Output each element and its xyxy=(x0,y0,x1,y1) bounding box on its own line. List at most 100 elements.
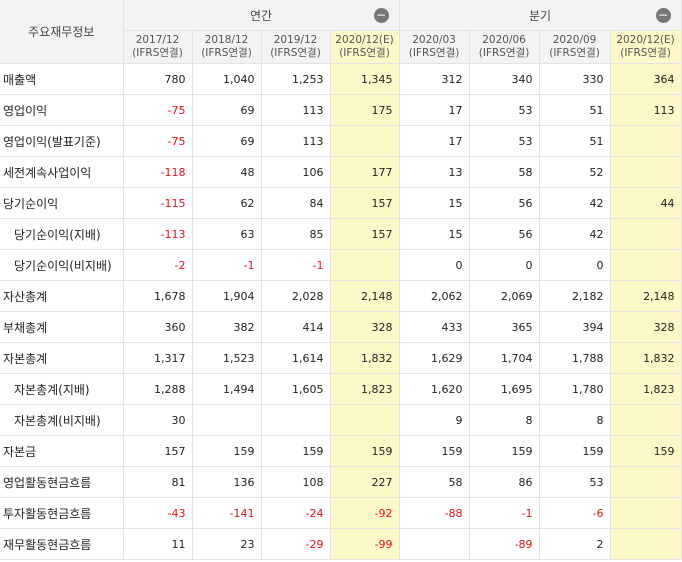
row-label: 세전계속사업이익 xyxy=(0,156,124,188)
table-cell xyxy=(610,218,682,250)
table-cell xyxy=(610,404,682,436)
column-period: 2018/12 xyxy=(204,34,249,46)
table-cell: 62 xyxy=(192,187,262,219)
row-label: 영업이익 xyxy=(0,94,124,126)
column-header: 2020/06 (IFRS연결) xyxy=(469,30,540,64)
table-cell: 340 xyxy=(469,63,540,95)
table-cell: 113 xyxy=(610,94,682,126)
table-row: 재무활동현금흐름 11 23 -29 -99 -89 2 xyxy=(0,528,682,560)
column-period: 2020/06 xyxy=(482,34,526,46)
column-header: 2020/03 (IFRS연결) xyxy=(399,30,470,64)
table-cell: 8 xyxy=(469,404,540,436)
table-cell: -118 xyxy=(123,156,193,188)
annual-label: 연간 xyxy=(249,8,273,23)
table-cell: 1,614 xyxy=(261,342,331,374)
table-cell: 1,523 xyxy=(192,342,262,374)
table-cell: 15 xyxy=(399,218,470,250)
table-cell xyxy=(610,497,682,529)
table-cell: 84 xyxy=(261,187,331,219)
table-cell: 44 xyxy=(610,187,682,219)
table-cell: -141 xyxy=(192,497,262,529)
table-cell: 51 xyxy=(539,125,611,157)
column-header: 2019/12 (IFRS연결) xyxy=(261,30,331,64)
row-label: 당기순이익(지배) xyxy=(0,218,124,250)
column-period: 2020/09 xyxy=(552,34,597,46)
table-cell xyxy=(610,249,682,281)
column-basis: (IFRS연결) xyxy=(339,47,390,59)
column-period: 2020/12(E) xyxy=(335,34,394,46)
column-period: 2020/12(E) xyxy=(616,34,675,46)
table-row: 자본총계 1,317 1,523 1,614 1,832 1,629 1,704 1,788 1… xyxy=(0,342,682,374)
table-cell: 52 xyxy=(539,156,611,188)
table-cell: 106 xyxy=(261,156,331,188)
table-cell: 51 xyxy=(539,94,611,126)
table-cell: 58 xyxy=(399,466,470,498)
table-cell: -43 xyxy=(123,497,193,529)
table-cell: 53 xyxy=(469,94,540,126)
table-cell: 0 xyxy=(399,249,470,281)
table-cell: 1,832 xyxy=(330,342,400,374)
table-cell: -1 xyxy=(192,249,262,281)
table-cell: 2,028 xyxy=(261,280,331,312)
table-cell: 11 xyxy=(123,528,193,560)
table-cell xyxy=(261,404,331,436)
table-cell: 1,317 xyxy=(123,342,193,374)
column-header: 2018/12 (IFRS연결) xyxy=(192,30,262,64)
row-label: 영업활동현금흐름 xyxy=(0,466,124,498)
table-cell xyxy=(330,404,400,436)
table-cell: 157 xyxy=(330,187,400,219)
table-cell: 81 xyxy=(123,466,193,498)
table-cell: 136 xyxy=(192,466,262,498)
table-cell: 1,494 xyxy=(192,373,262,405)
table-cell: -24 xyxy=(261,497,331,529)
table-cell: 360 xyxy=(123,311,193,343)
table-cell xyxy=(610,528,682,560)
table-cell: -115 xyxy=(123,187,193,219)
table-cell: 159 xyxy=(330,435,400,467)
table-cell: -89 xyxy=(469,528,540,560)
table-cell: 1,288 xyxy=(123,373,193,405)
table-cell: 159 xyxy=(192,435,262,467)
table-cell: 17 xyxy=(399,125,470,157)
table-cell: 177 xyxy=(330,156,400,188)
table-cell: 2,148 xyxy=(330,280,400,312)
column-period: 2020/03 xyxy=(412,34,456,46)
table-cell: -92 xyxy=(330,497,400,529)
row-label: 부채총계 xyxy=(0,311,124,343)
table-row: 투자활동현금흐름 -43 -141 -24 -92 -88 -1 -6 xyxy=(0,497,682,529)
column-basis: (IFRS연결) xyxy=(270,47,321,59)
table-cell: 2,182 xyxy=(539,280,611,312)
table-cell: 1,832 xyxy=(610,342,682,374)
table-cell: 328 xyxy=(330,311,400,343)
table-cell: 159 xyxy=(469,435,540,467)
table-cell: 433 xyxy=(399,311,470,343)
table-cell: 1,605 xyxy=(261,373,331,405)
table-cell: -88 xyxy=(399,497,470,529)
corner-header: 주요재무정보 xyxy=(0,0,124,64)
quarter-collapse-icon[interactable]: − xyxy=(655,8,671,23)
column-basis: (IFRS연결) xyxy=(201,47,252,59)
table-cell: -29 xyxy=(261,528,331,560)
table-cell: 159 xyxy=(539,435,611,467)
column-header: 2020/12(E) (IFRS연결) xyxy=(330,30,400,64)
row-label: 매출액 xyxy=(0,63,124,95)
table-cell: 113 xyxy=(261,94,331,126)
table-cell xyxy=(330,249,400,281)
table-cell xyxy=(399,528,470,560)
annual-collapse-icon[interactable]: − xyxy=(373,8,389,23)
table-cell: 1,823 xyxy=(330,373,400,405)
table-cell: -1 xyxy=(261,249,331,281)
table-cell: 8 xyxy=(539,404,611,436)
table-cell xyxy=(330,125,400,157)
column-period: 2019/12 xyxy=(273,34,318,46)
table-row: 당기순이익(비지배) -2 -1 -1 0 0 0 xyxy=(0,249,682,281)
table-cell: 414 xyxy=(261,311,331,343)
table-cell: 9 xyxy=(399,404,470,436)
row-label: 자본총계 xyxy=(0,342,124,374)
table-cell: 1,695 xyxy=(469,373,540,405)
column-basis: (IFRS연결) xyxy=(620,47,671,59)
table-cell: 13 xyxy=(399,156,470,188)
table-cell: 2,062 xyxy=(399,280,470,312)
table-cell: -75 xyxy=(123,94,193,126)
table-cell: 2,148 xyxy=(610,280,682,312)
